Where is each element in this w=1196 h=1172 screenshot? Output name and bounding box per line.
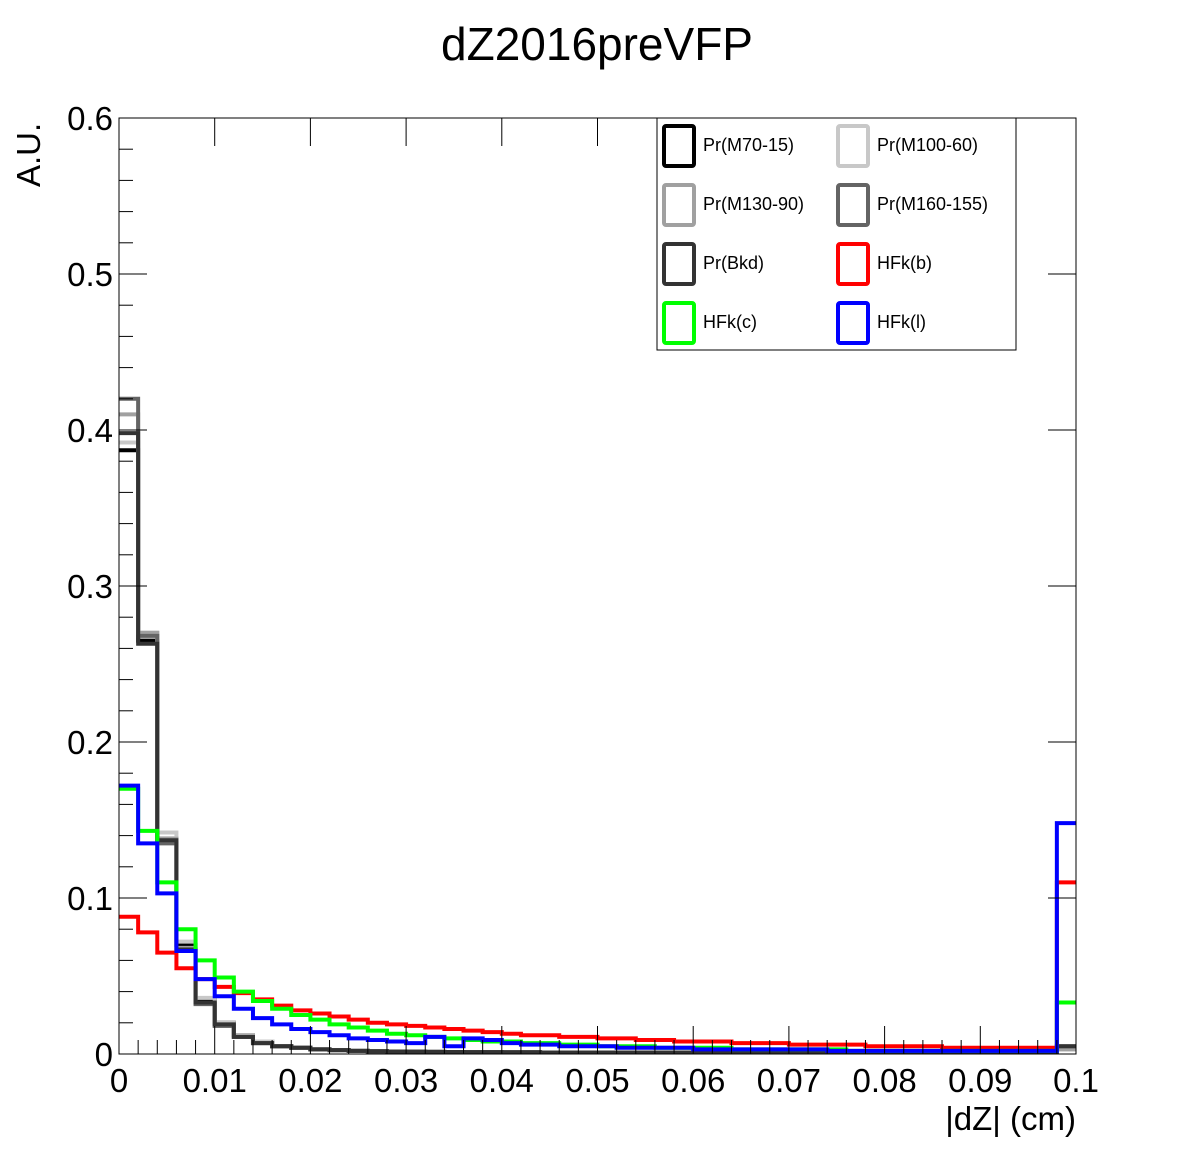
- legend-swatch: [836, 242, 870, 286]
- y-tick-label: 0.5: [67, 256, 113, 293]
- legend-swatch: [662, 301, 696, 345]
- series-line-5: [119, 880, 1076, 1050]
- x-tick-label: 0.07: [757, 1062, 821, 1099]
- tick-layer: 0 0.01 0.02 0.03 0.04 0.05 0.06 0.07 0.08 0.09 0.1…: [67, 100, 1099, 1099]
- x-tick-label: 0.08: [852, 1062, 916, 1099]
- legend-label: Pr(Bkd): [703, 253, 764, 273]
- series-line-3: [119, 396, 1076, 1055]
- legend-label: HFk(b): [877, 253, 932, 273]
- series-layer: [119, 396, 1076, 1055]
- y-tick-label: 0.6: [67, 100, 113, 137]
- x-tick-label: 0.05: [565, 1062, 629, 1099]
- chart-title: dZ2016preVFP: [441, 18, 753, 70]
- series-line-4: [119, 431, 1076, 1055]
- legend: Pr(M70-15) Pr(M100-60) Pr(M130-90) Pr(M160-…: [656, 117, 1017, 351]
- y-tick-label: 0.2: [67, 724, 113, 761]
- y-tick-label: 0: [95, 1036, 113, 1073]
- y-tick-label: 0.4: [67, 412, 113, 449]
- series-line-2: [119, 412, 1076, 1055]
- x-tick-label: 0.02: [278, 1062, 342, 1099]
- legend-label: Pr(M70-15): [703, 135, 794, 155]
- legend-swatch: [662, 183, 696, 227]
- series-line-1: [119, 440, 1076, 1055]
- x-tick-label: 0.1: [1053, 1062, 1099, 1099]
- x-tick-label: 0.04: [470, 1062, 534, 1099]
- x-tick-label: 0: [110, 1062, 128, 1099]
- legend-swatch: [662, 124, 696, 168]
- legend-swatch: [836, 183, 870, 227]
- y-axis-title: A.U.: [10, 123, 47, 187]
- legend-label: Pr(M160-155): [877, 194, 988, 214]
- legend-swatch: [662, 242, 696, 286]
- x-tick-label: 0.03: [374, 1062, 438, 1099]
- x-tick-label: 0.09: [948, 1062, 1012, 1099]
- legend-label: HFk(c): [703, 312, 757, 332]
- legend-label: Pr(M100-60): [877, 135, 978, 155]
- series-line-7: [119, 783, 1076, 1053]
- x-axis-title: |dZ| (cm): [945, 1100, 1076, 1137]
- x-tick-label: 0.01: [183, 1062, 247, 1099]
- y-tick-label: 0.1: [67, 880, 113, 917]
- x-tick-label: 0.06: [661, 1062, 725, 1099]
- legend-swatch: [836, 124, 870, 168]
- y-tick-label: 0.3: [67, 568, 113, 605]
- legend-label: Pr(M130-90): [703, 194, 804, 214]
- legend-swatch: [836, 301, 870, 345]
- series-line-0: [119, 448, 1076, 1055]
- series-line-6: [119, 786, 1076, 1053]
- legend-label: HFk(l): [877, 312, 926, 332]
